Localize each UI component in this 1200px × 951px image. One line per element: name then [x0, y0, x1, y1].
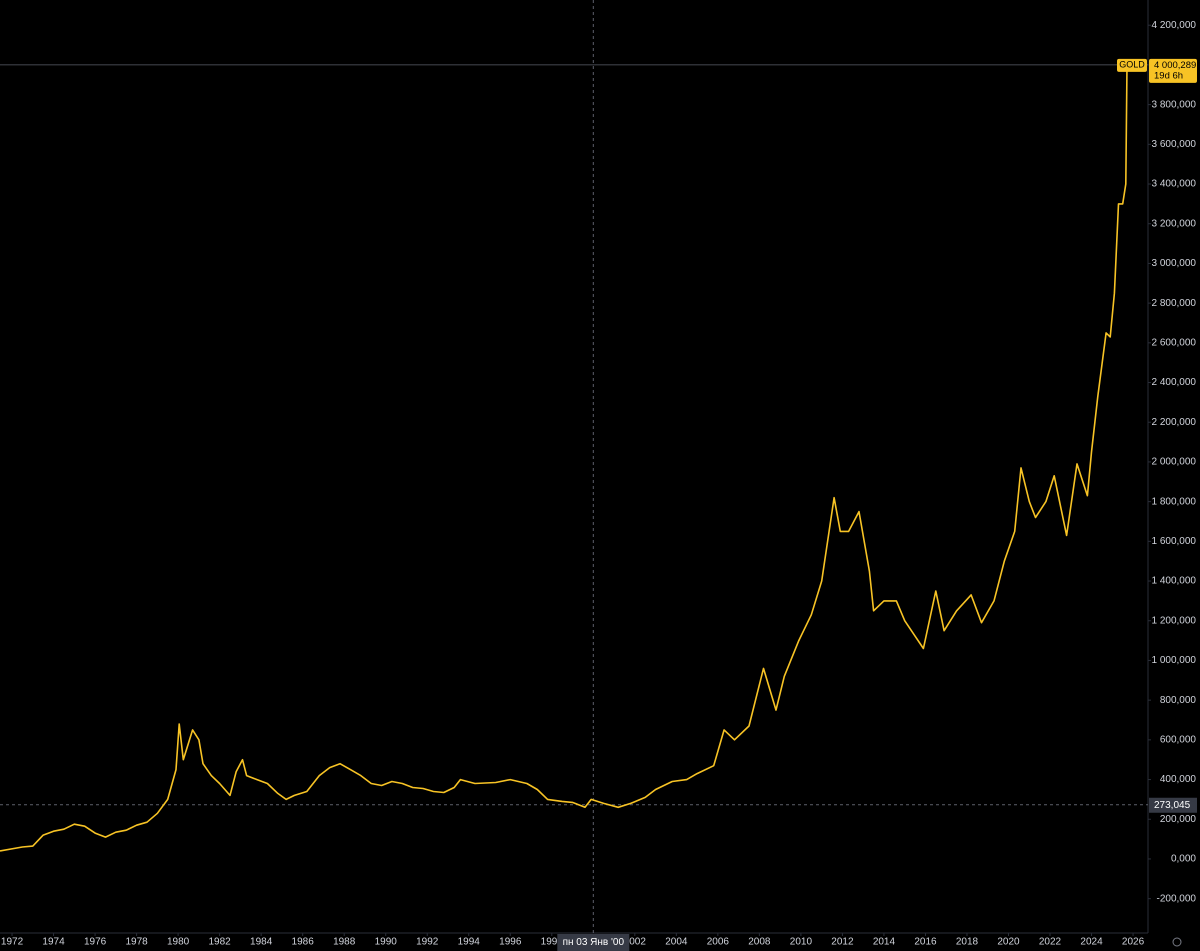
y-tick-label: 3 000,000 — [1152, 258, 1197, 269]
x-tick-label: 2020 — [997, 937, 1020, 948]
x-tick-label: 1994 — [458, 937, 481, 948]
x-tick-label: 2018 — [956, 937, 979, 948]
y-tick-label: 2 000,000 — [1152, 457, 1197, 468]
crosshair-date-badge — [557, 934, 630, 951]
price-line — [0, 64, 1128, 852]
x-tick-label: 1978 — [125, 937, 148, 948]
x-tick-label: 2026 — [1122, 937, 1145, 948]
symbol-label: GOLD — [1119, 60, 1145, 70]
x-tick-label: 1976 — [84, 937, 107, 948]
x-tick-label: 2006 — [707, 937, 730, 948]
y-tick-label: 1 200,000 — [1152, 615, 1197, 626]
y-tick-label: 200,000 — [1160, 814, 1197, 825]
x-tick-label: 1974 — [42, 937, 65, 948]
symbol-badge — [1117, 58, 1147, 72]
y-tick-label: 0,000 — [1171, 854, 1196, 865]
x-tick-label: 2012 — [831, 937, 854, 948]
y-tick-label: 2 600,000 — [1152, 337, 1197, 348]
x-tick-label: 1982 — [209, 937, 232, 948]
x-tick-label: 1990 — [375, 937, 398, 948]
x-tick-label: 1988 — [333, 937, 356, 948]
crosshair-price-label: 273,045 — [1154, 800, 1191, 811]
y-tick-label: 3 200,000 — [1152, 218, 1197, 229]
y-tick-label: 1 800,000 — [1152, 496, 1197, 507]
y-tick-label: 3 600,000 — [1152, 139, 1197, 150]
x-tick-label: 2014 — [873, 937, 896, 948]
y-tick-label: 2 400,000 — [1152, 377, 1197, 388]
x-tick-label: 2024 — [1080, 937, 1103, 948]
ticks: -200,000 0,000 200,000 400,000 600,000 800,00… — [1, 20, 1197, 948]
y-tick-label: 1 000,000 — [1152, 655, 1197, 666]
y-tick-label: 1 400,000 — [1152, 576, 1197, 587]
x-tick-label: 1996 — [499, 937, 522, 948]
crosshair-date-label: пн 03 Янв '00 — [563, 937, 625, 948]
crosshair-price-badge — [1149, 797, 1197, 813]
y-tick-label: 400,000 — [1160, 774, 1197, 785]
last-price-badge — [1149, 58, 1197, 83]
y-tick-label: 600,000 — [1160, 734, 1197, 745]
x-tick-label: 1980 — [167, 937, 190, 948]
y-tick-label: 3 800,000 — [1152, 99, 1197, 110]
last-price-label: 4 000,289 — [1154, 60, 1196, 71]
x-tick-label: 1992 — [416, 937, 439, 948]
x-tick-label: 2022 — [1039, 937, 1062, 948]
x-tick-label: 1984 — [250, 937, 273, 948]
y-tick-label: 2 800,000 — [1152, 298, 1197, 309]
x-tick-label: 2010 — [790, 937, 813, 948]
x-tick-label: 2008 — [748, 937, 771, 948]
x-tick-label: 1972 — [1, 937, 24, 948]
countdown-label: 19d 6h — [1154, 70, 1183, 81]
x-tick-label: 2004 — [665, 937, 688, 948]
settings-icon[interactable] — [1172, 937, 1182, 947]
y-tick-label: 3 400,000 — [1152, 179, 1197, 190]
x-tick-label: 1986 — [292, 937, 315, 948]
y-tick-label: 1 600,000 — [1152, 536, 1197, 547]
y-tick-label: 4 200,000 — [1152, 20, 1197, 31]
y-tick-label: -200,000 — [1157, 893, 1197, 904]
x-tick-label: 2016 — [914, 937, 937, 948]
y-tick-label: 2 200,000 — [1152, 417, 1197, 428]
y-tick-label: 800,000 — [1160, 695, 1197, 706]
x-tick-label: 2002 — [624, 937, 647, 948]
x-tick-label: 1998 — [541, 937, 564, 948]
